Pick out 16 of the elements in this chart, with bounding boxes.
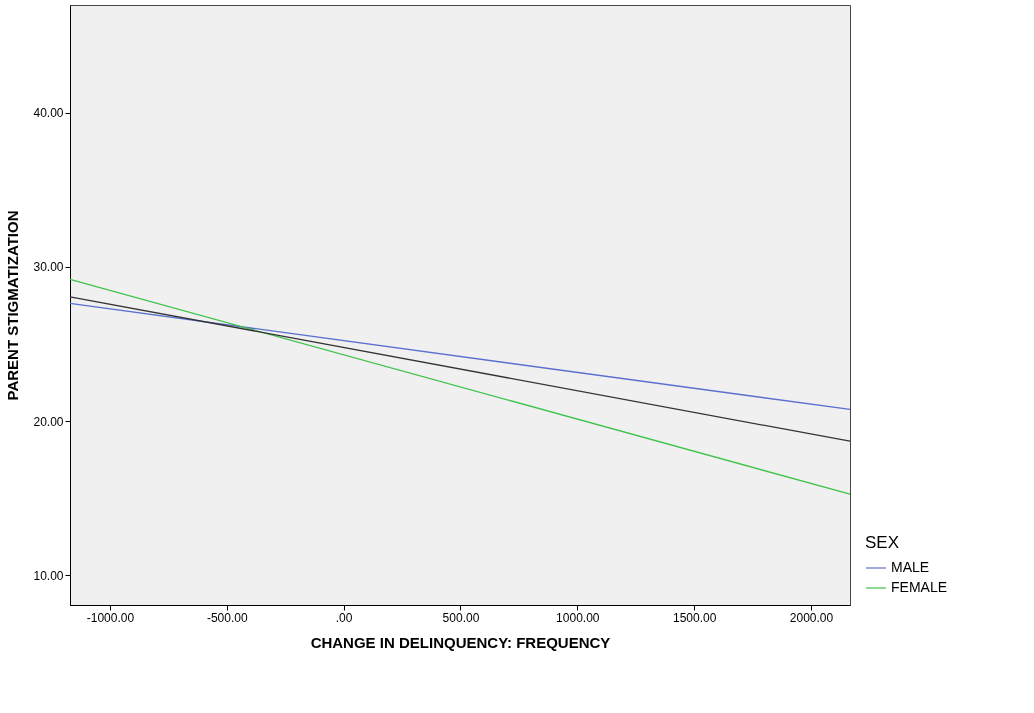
y-tick-label: 30.00 bbox=[33, 260, 64, 275]
x-tick-label: -1000.00 bbox=[86, 610, 135, 625]
legend-label: FEMALE bbox=[891, 579, 948, 595]
y-tick-label: 20.00 bbox=[33, 414, 64, 429]
x-tick-label: 1000.00 bbox=[556, 610, 600, 625]
x-tick-label: .00 bbox=[335, 610, 353, 625]
x-axis-title: CHANGE IN DELINQUENCY: FREQUENCY bbox=[310, 633, 611, 651]
y-axis-title: PARENT STIGMATIZATION bbox=[4, 210, 22, 401]
x-tick-label: 1500.00 bbox=[672, 610, 717, 625]
legend-label: MALE bbox=[891, 559, 930, 575]
legend-title: SEX bbox=[865, 533, 900, 552]
x-tick-label: 2000.00 bbox=[789, 610, 834, 625]
x-tick-label: 500.00 bbox=[442, 610, 480, 625]
y-tick-label: 40.00 bbox=[33, 106, 64, 121]
y-tick-label: 10.00 bbox=[33, 568, 64, 583]
x-tick-label: -500.00 bbox=[206, 610, 248, 625]
